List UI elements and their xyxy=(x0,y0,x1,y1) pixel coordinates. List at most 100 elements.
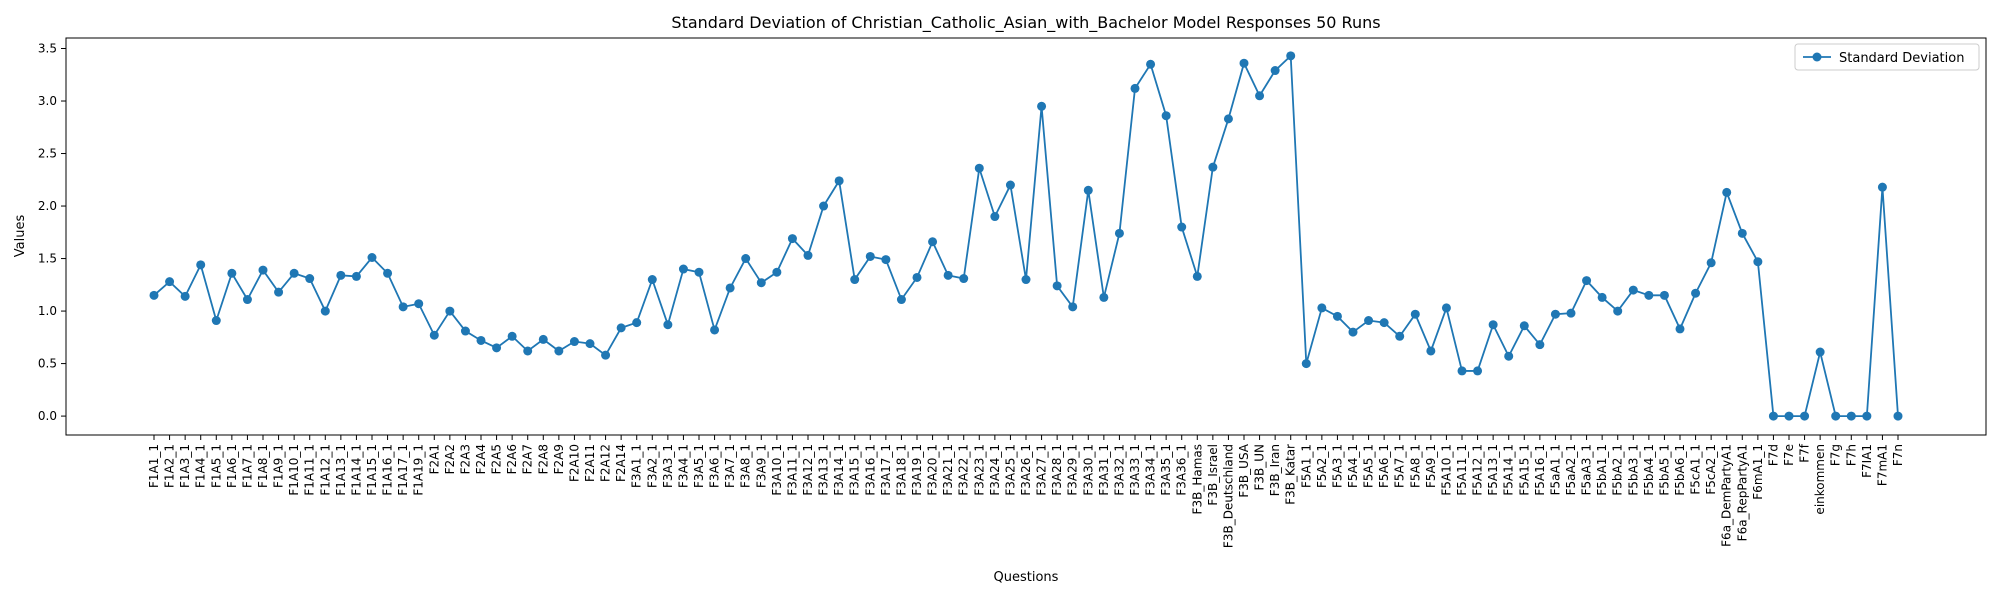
data-point xyxy=(1146,59,1156,69)
x-tick-label: F3B_Katar xyxy=(1284,444,1298,505)
x-tick-label: F1A12_1 xyxy=(318,444,332,496)
x-tick-label: F2A7 xyxy=(521,444,535,474)
data-point xyxy=(1099,292,1109,302)
data-point xyxy=(429,330,439,340)
data-point xyxy=(1488,320,1498,330)
x-tick-label: F5cA1_1 xyxy=(1689,444,1703,495)
x-tick-label: F5A6_1 xyxy=(1377,444,1391,488)
data-point xyxy=(492,343,502,353)
x-tick-label: F5A5_1 xyxy=(1362,444,1376,488)
data-point xyxy=(476,335,486,345)
x-tick-label: F5A12_1 xyxy=(1471,444,1485,496)
data-point xyxy=(523,346,533,356)
legend-entry-standard-deviation: Standard Deviation xyxy=(1839,51,1964,66)
data-point xyxy=(554,346,564,356)
x-tick-label: F6a_DemPartyA1 xyxy=(1720,444,1734,547)
chart-title: Standard Deviation of Christian_Catholic… xyxy=(671,13,1380,33)
x-tick-label: F5A14_1 xyxy=(1502,444,1516,496)
x-tick-label: F3A22_1 xyxy=(957,444,971,496)
data-point xyxy=(787,234,797,244)
x-tick-label: F5A13_1 xyxy=(1486,444,1500,496)
data-point xyxy=(912,272,922,282)
x-tick-label: F6mA1_1 xyxy=(1751,444,1765,500)
x-tick-label: F2A8 xyxy=(536,444,550,474)
data-point xyxy=(320,306,330,316)
x-tick-label: F2A10 xyxy=(567,444,581,482)
data-point xyxy=(772,267,782,277)
x-tick-label: F2A6 xyxy=(505,444,519,474)
data-point xyxy=(149,290,159,300)
data-point xyxy=(1691,288,1701,298)
x-tick-label: F3A36_1 xyxy=(1175,444,1189,496)
x-tick-label: F3B_Hamas xyxy=(1190,444,1204,514)
data-point xyxy=(258,265,268,275)
data-point xyxy=(1005,180,1015,190)
data-point xyxy=(1877,182,1887,192)
series-line-standard-deviation xyxy=(153,53,1899,418)
data-point xyxy=(990,212,1000,222)
x-tick-label: F3A12_1 xyxy=(801,444,815,496)
legend-marker-swatch xyxy=(1812,52,1822,62)
data-point xyxy=(647,275,657,285)
x-tick-label: F7e xyxy=(1782,444,1796,466)
x-tick-label: F5A16_1 xyxy=(1533,444,1547,496)
data-point xyxy=(974,163,984,173)
x-tick-label: F1A5_1 xyxy=(209,444,223,488)
x-tick-label: F3A16_1 xyxy=(863,444,877,496)
data-point xyxy=(928,237,938,247)
x-axis-label: Questions xyxy=(994,570,1059,585)
data-point xyxy=(398,302,408,312)
data-point xyxy=(678,264,688,274)
data-point xyxy=(1114,228,1124,238)
data-point xyxy=(1208,162,1218,172)
data-point xyxy=(1083,185,1093,195)
x-tick-label: F2A5 xyxy=(490,444,504,474)
data-point xyxy=(1504,351,1514,361)
x-tick-label: F5A9_1 xyxy=(1424,444,1438,488)
data-point xyxy=(1815,347,1825,357)
x-tick-label: F1A1_1 xyxy=(147,444,161,488)
x-tick-label: F5bA2_1 xyxy=(1611,444,1625,496)
x-tick-label: F7f xyxy=(1798,443,1812,463)
data-point xyxy=(1317,303,1327,313)
x-tick-label: F5A11_1 xyxy=(1455,444,1469,496)
data-point xyxy=(1706,258,1716,268)
x-tick-label: F3A3_1 xyxy=(661,444,675,488)
data-point xyxy=(1364,316,1374,326)
data-point xyxy=(274,287,284,297)
x-tick-label: F3B_Israel xyxy=(1206,444,1220,506)
data-point xyxy=(305,274,315,284)
x-tick-label: F2A12 xyxy=(599,444,613,482)
x-tick-label: F1A11_1 xyxy=(303,444,317,496)
data-point xyxy=(1519,321,1529,331)
x-tick-label: F6a_RepPartyA1 xyxy=(1735,444,1749,541)
data-point xyxy=(616,323,626,333)
x-tick-label: F2A4 xyxy=(474,444,488,474)
data-point xyxy=(1628,285,1638,295)
x-tick-label: F3A18_1 xyxy=(894,444,908,496)
data-point xyxy=(1301,359,1311,369)
data-point xyxy=(1270,66,1280,76)
x-tick-label: F3A35_1 xyxy=(1159,444,1173,496)
data-point xyxy=(367,253,377,263)
x-tick-label: F1A15_1 xyxy=(365,444,379,496)
data-point xyxy=(959,274,969,284)
x-tick-label: F1A8_1 xyxy=(256,444,270,488)
data-point xyxy=(741,254,751,264)
x-tick-label: F5A7_1 xyxy=(1393,444,1407,488)
data-point xyxy=(538,334,548,344)
x-tick-label: F5A1_1 xyxy=(1299,444,1313,488)
y-tick-label: 0.0 xyxy=(38,409,57,423)
x-tick-label: F5bA4_1 xyxy=(1642,444,1656,496)
data-point xyxy=(211,316,221,326)
data-point xyxy=(725,283,735,293)
x-tick-label: F5A10_1 xyxy=(1439,444,1453,496)
x-tick-label: F3A19_1 xyxy=(910,444,924,496)
data-point xyxy=(601,350,611,360)
x-tick-label: F3A13_1 xyxy=(817,444,831,496)
data-point xyxy=(632,318,642,328)
y-tick-label: 0.5 xyxy=(38,357,57,371)
x-tick-label: F2A3 xyxy=(458,444,472,474)
data-point xyxy=(1846,411,1856,421)
